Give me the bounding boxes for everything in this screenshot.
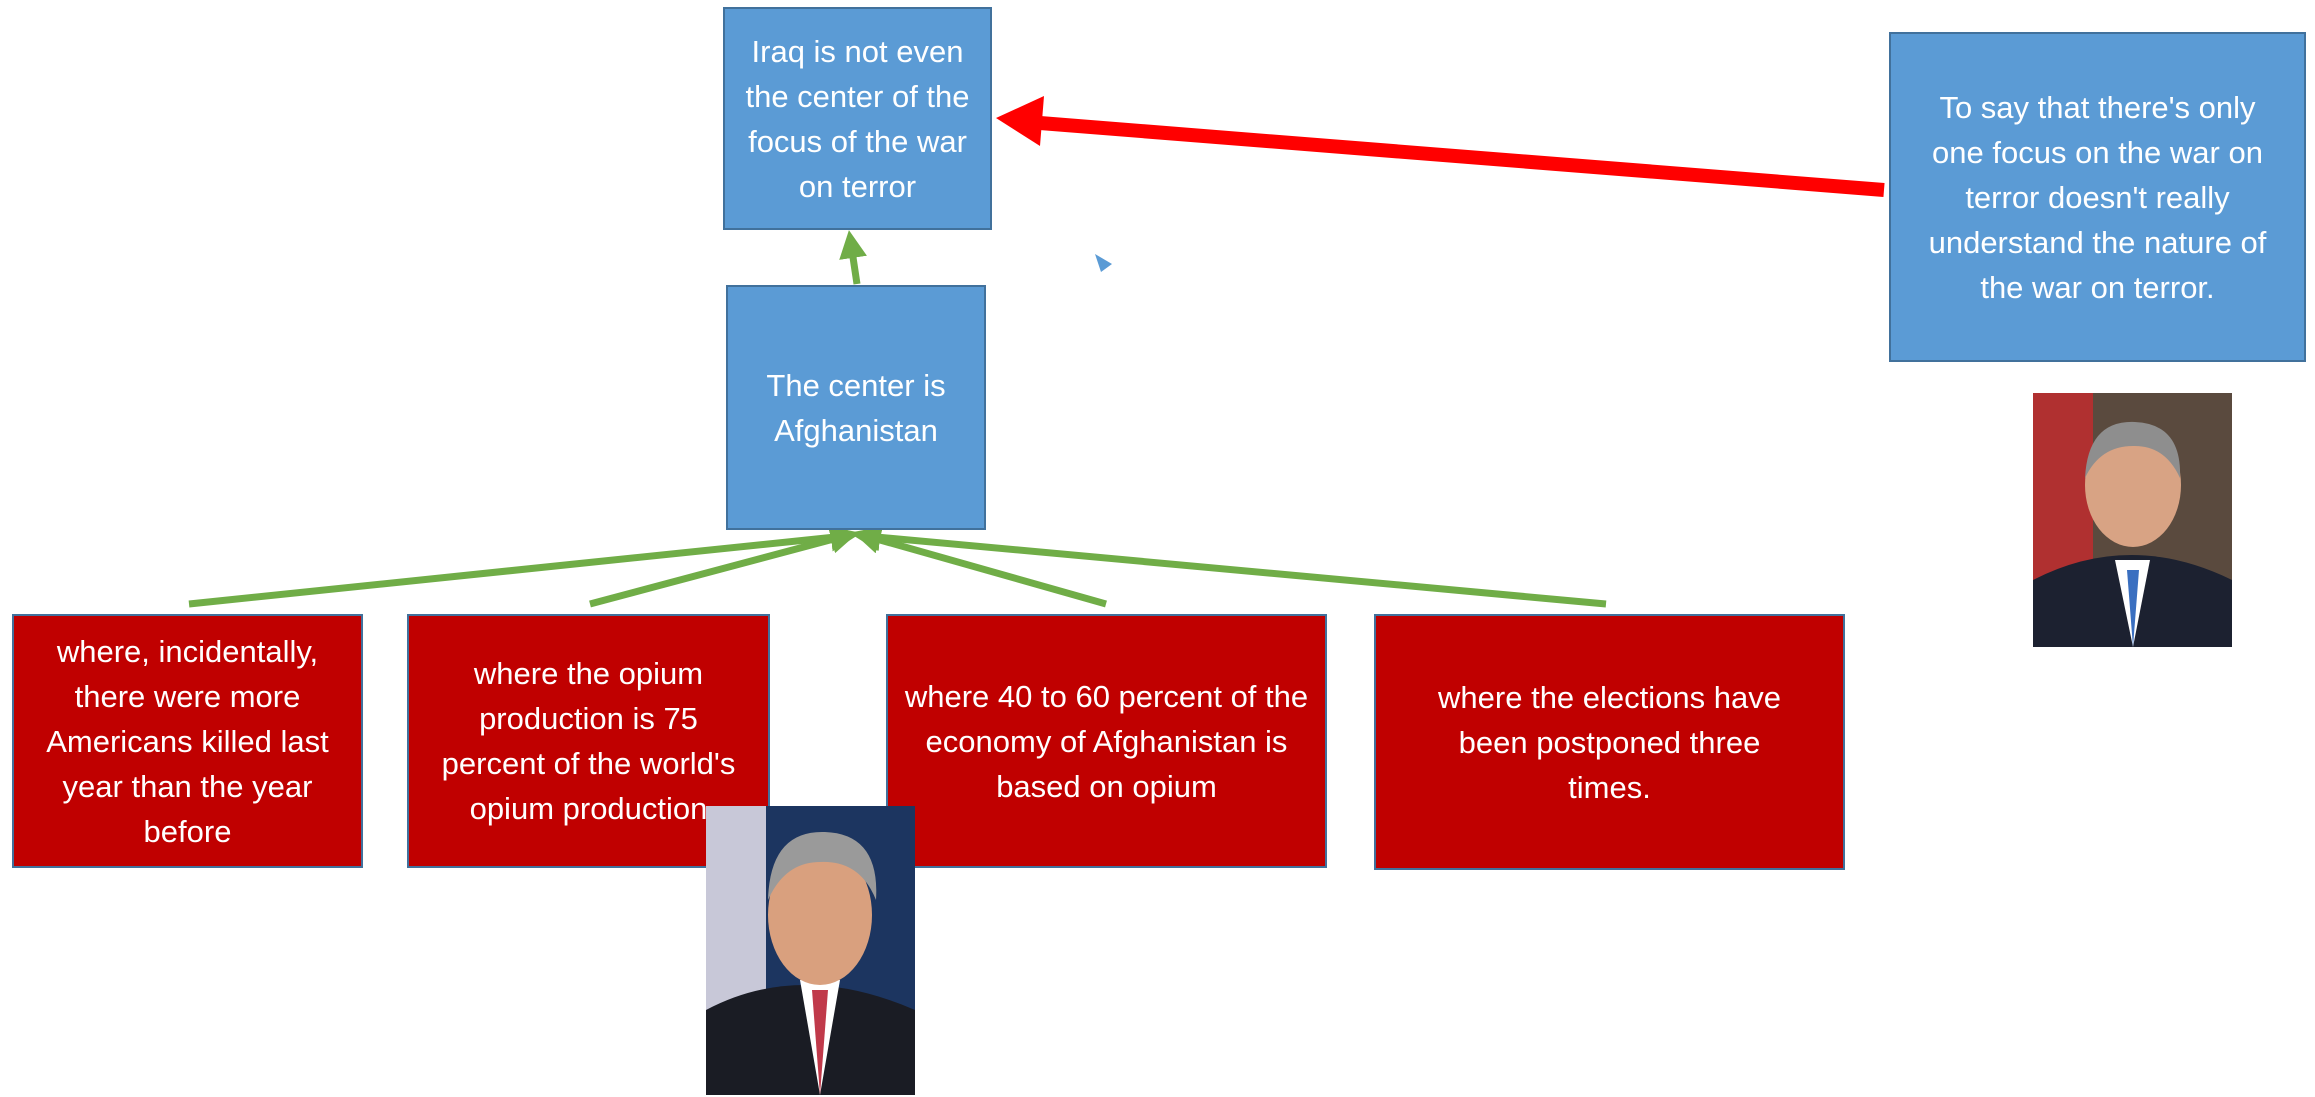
claim-box: Iraq is not even the center of the focus… [723, 7, 992, 230]
reason-box: The center is Afghanistan [726, 285, 986, 530]
arrow [189, 536, 845, 604]
evidence-box: where the elections have been postponed … [1374, 614, 1845, 870]
arrow-head [996, 96, 1044, 146]
arrow [851, 244, 857, 284]
photo-bush [2033, 393, 2232, 647]
evidence-box: where, incidentally, there were more Ame… [12, 614, 363, 868]
slide: Iraq is not even the center of the focus… [0, 0, 2315, 1097]
cursor-marker [1095, 254, 1112, 272]
evidence-box: where 40 to 60 percent of the economy of… [886, 614, 1327, 868]
rebuttal-box: To say that there's only one focus on th… [1889, 32, 2306, 362]
rebuttal-arrow [1040, 123, 1884, 190]
evidence-box: where the opium production is 75 percent… [407, 614, 770, 868]
